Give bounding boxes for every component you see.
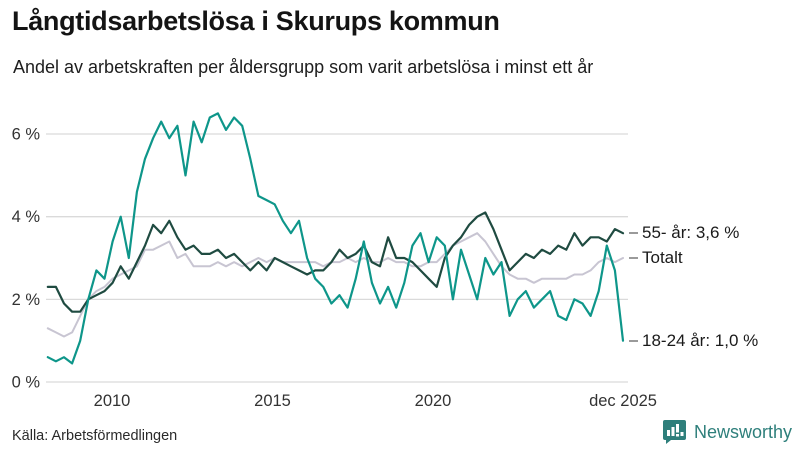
annotation-dash <box>629 232 638 235</box>
x-tick-label: 2010 <box>94 392 131 410</box>
x-tick-label: 2015 <box>254 392 291 410</box>
annotation-dash <box>629 339 638 342</box>
newsworthy-icon <box>662 420 686 444</box>
series-end-label-text: 55- år: 3,6 % <box>642 223 740 243</box>
y-tick-label: 2 % <box>12 291 41 309</box>
series-end-label-totalt: Totalt <box>629 247 683 269</box>
brand-name: Newsworthy <box>693 421 792 442</box>
series-line-18-24-ar <box>46 112 625 365</box>
y-tick-label: 4 % <box>12 208 41 226</box>
y-tick-label: 6 % <box>12 126 41 144</box>
page-subtitle: Andel av arbetskraften per åldersgrupp s… <box>13 57 594 77</box>
series-end-label-55ar: 55- år: 3,6 % <box>629 222 739 244</box>
y-tick-label: 0 % <box>12 374 41 392</box>
series-end-label-18-24ar: 18-24 år: 1,0 % <box>629 330 758 352</box>
series-end-label-text: 18-24 år: 1,0 % <box>642 330 759 350</box>
series-end-label-text: Totalt <box>642 248 683 267</box>
page-title: Långtidsarbetslösa i Skurups kommun <box>12 6 500 36</box>
newsworthy-logo[interactable]: Newsworthy <box>662 419 792 445</box>
source-note: Källa: Arbetsförmedlingen <box>12 428 178 444</box>
series-line-55-ar <box>46 211 625 313</box>
x-tick-label: 2020 <box>415 392 452 410</box>
x-tick-label: dec 2025 <box>589 392 657 410</box>
series-line-totalt <box>46 232 624 338</box>
chart-canvas: 0 % 2 % 4 % 6 % 2010 2015 2020 dec 2025 <box>12 112 657 410</box>
line-chart: 0 % 2 % 4 % 6 % 2010 2015 2020 dec 2025 55- år:… <box>0 90 800 420</box>
annotation-dash <box>629 257 638 259</box>
